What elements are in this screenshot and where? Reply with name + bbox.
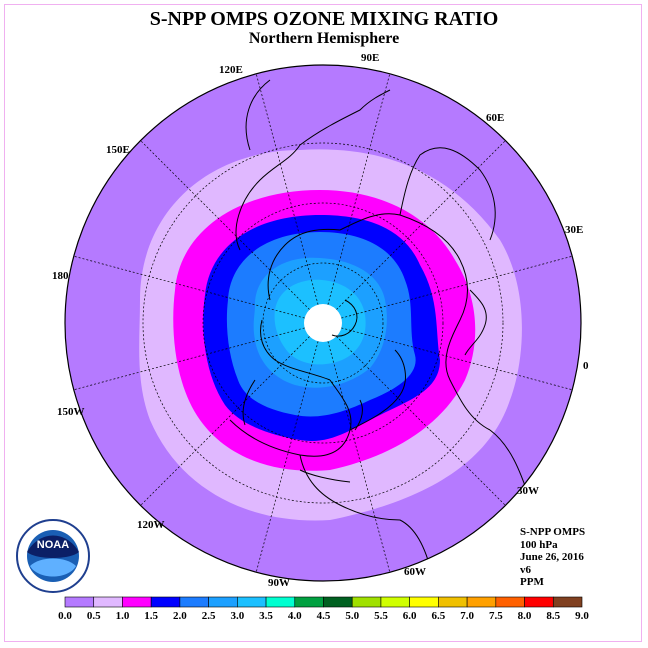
colorbar-swatch [208,596,238,608]
lon-label-90e: 90E [361,52,379,64]
info-units: PPM [520,576,544,588]
noaa-logo: NOAA [16,519,90,593]
colorbar-swatch [409,596,439,608]
info-version: v6 [520,563,531,576]
colorbar-tick-label: 6.5 [432,610,446,622]
info-date: June 26, 2016 [520,551,584,563]
noaa-logo-text: NOAA [37,539,69,551]
colorbar-tick-label: 1.5 [144,610,158,622]
info-level: 100 hPa [520,538,558,551]
info-block: S-NPP OMPS 100 hPa June 26, 2016 v6 PPM [520,526,585,589]
lon-label-120w: 120W [137,519,165,531]
lon-label-150w: 150W [57,406,85,418]
map-subtitle: Northern Hemisphere [248,30,400,47]
colorbar-swatch [150,596,181,608]
colorbar-tick-label: 4.0 [288,610,302,622]
colorbar-swatch [524,596,554,608]
lon-label-180: 180 [52,270,69,282]
colorbar-swatch [438,596,468,608]
lon-label-90w: 90W [268,577,290,589]
colorbar-tick-label: 2.5 [202,610,216,622]
colorbar-tick-label: 8.0 [518,610,532,622]
lon-label-0: 0 [583,360,589,372]
map-boundary [64,64,582,582]
colorbar-swatch [122,596,152,608]
colorbar-tick-label: 8.5 [546,610,560,622]
colorbar-swatch [351,596,382,608]
colorbar-tick-label: 3.0 [230,610,244,622]
colorbar-swatch [64,596,95,608]
colorbar-tick-label: 2.0 [173,610,187,622]
lon-label-60e: 60E [486,112,504,124]
colorbar-swatch [179,596,209,608]
colorbar-tick-label: 4.5 [317,610,331,622]
colorbar-swatch [495,596,525,608]
lon-label-30w: 30W [517,485,539,497]
colorbar-swatch [294,596,324,608]
colorbar-swatch [552,596,583,608]
lon-label-150e: 150E [106,144,130,156]
figure-frame [4,4,642,642]
colorbar-tick-label: 7.0 [460,610,474,622]
colorbar-swatch [93,596,123,608]
info-instrument: S-NPP OMPS [520,526,586,538]
colorbar-tick-label: 0.0 [58,610,72,622]
polar-data-gap [304,304,342,342]
colorbar-tick-label: 7.5 [489,610,503,622]
colorbar-swatch [265,596,296,608]
colorbar-swatch [323,596,353,608]
colorbar: 0.0 0.5 1.0 1.5 2.0 2.5 3.0 3.5 4.0 4.5 5.0 5.5 6.0 6… [58,596,589,622]
colorbar-tick-label: 5.5 [374,610,388,622]
colorbar-tick-label: 5.0 [345,610,359,622]
colorbar-tick-label: 1.0 [116,610,130,622]
lon-label-60w: 60W [404,566,426,578]
coastlines [229,79,531,581]
lon-label-30e: 30E [565,224,583,236]
colorbar-swatch [466,596,497,608]
colorbar-swatch [380,596,410,608]
lon-label-120e: 120E [219,64,243,76]
colorbar-tick-label: 0.5 [87,610,101,622]
colorbar-swatch [237,596,267,608]
map-title: S-NPP OMPS OZONE MIXING RATIO [149,8,499,30]
latitude-graticule [142,142,504,504]
colorbar-tick-label: 6.0 [403,610,417,622]
colorbar-tick-label: 9.0 [575,610,589,622]
colorbar-tick-label: 3.5 [259,610,273,622]
